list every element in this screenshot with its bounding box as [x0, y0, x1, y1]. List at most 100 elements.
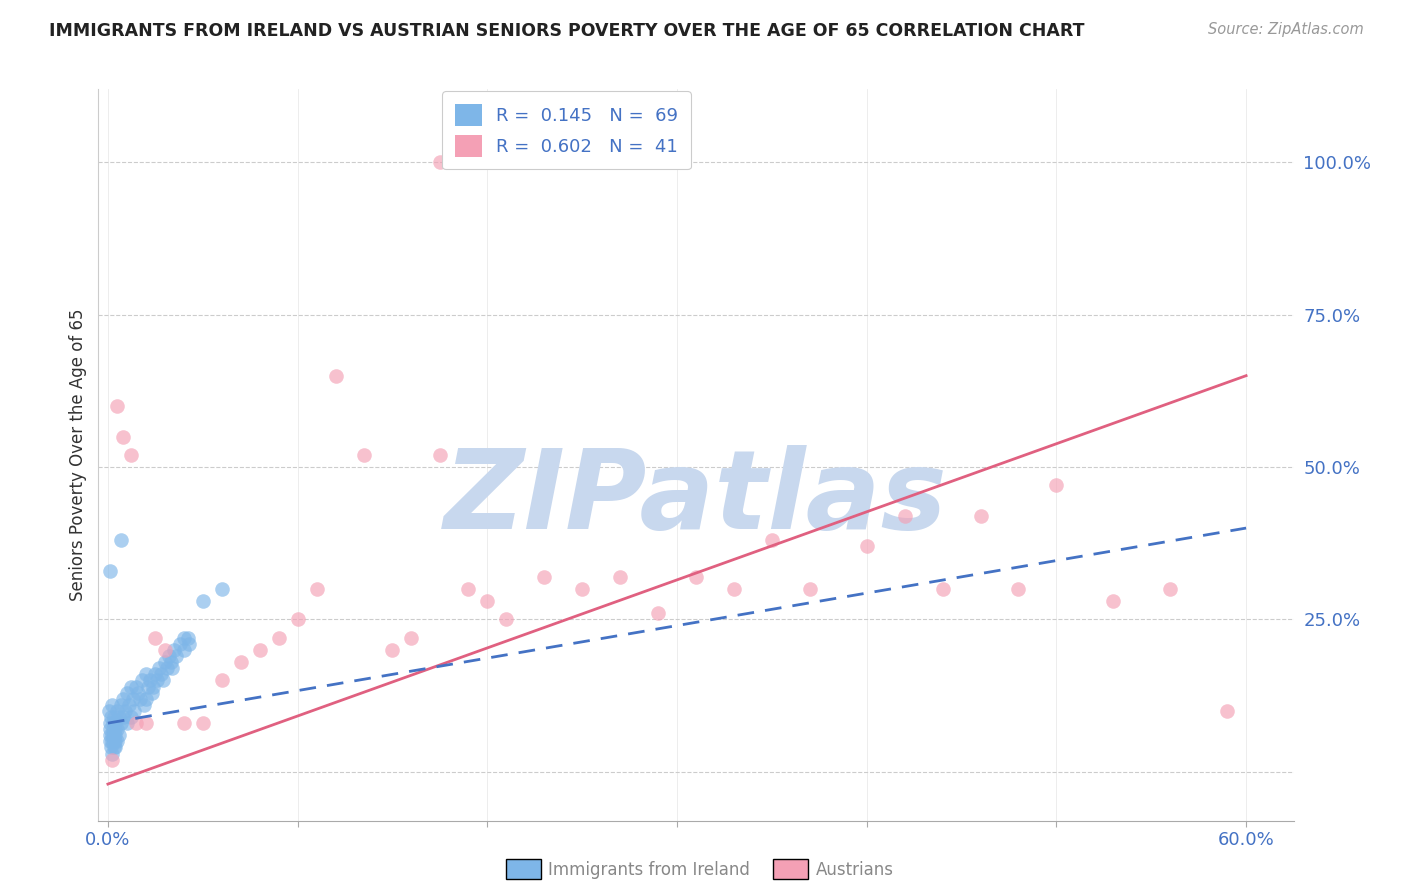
Point: [173, 716, 195, 731]
Point: [104, 716, 127, 731]
Point: [249, 643, 271, 657]
Point: [97, 704, 120, 718]
Point: [103, 723, 125, 737]
Point: [105, 734, 128, 748]
Point: [191, 716, 214, 731]
Point: [146, 673, 169, 688]
Point: [162, 661, 184, 675]
Point: [799, 582, 821, 596]
Point: [138, 673, 160, 688]
Point: [761, 533, 783, 548]
Point: [100, 698, 122, 712]
Point: [98, 723, 121, 737]
Point: [381, 643, 404, 657]
Point: [136, 680, 159, 694]
Point: [1007, 582, 1029, 596]
Text: IMMIGRANTS FROM IRELAND VS AUSTRIAN SENIORS POVERTY OVER THE AGE OF 65 CORRELATI: IMMIGRANTS FROM IRELAND VS AUSTRIAN SENI…: [49, 22, 1084, 40]
Point: [353, 448, 375, 462]
Text: Austrians: Austrians: [815, 861, 893, 879]
Point: [211, 673, 233, 688]
Point: [157, 649, 180, 664]
Point: [98, 716, 121, 731]
Point: [143, 667, 166, 681]
Point: [103, 734, 125, 748]
Point: [108, 710, 131, 724]
Point: [100, 740, 122, 755]
Point: [100, 747, 122, 761]
Point: [457, 582, 479, 596]
Point: [135, 691, 157, 706]
Point: [121, 691, 143, 706]
Point: [401, 631, 423, 645]
Point: [571, 582, 593, 596]
Point: [110, 698, 132, 712]
Point: [98, 728, 121, 742]
Point: [110, 716, 132, 731]
Point: [179, 637, 201, 651]
Point: [723, 582, 745, 596]
Point: [108, 728, 131, 742]
Point: [163, 643, 186, 657]
Point: [1045, 478, 1067, 492]
Point: [429, 155, 451, 169]
Point: [103, 740, 125, 755]
Point: [112, 710, 135, 724]
Point: [169, 637, 191, 651]
Point: [129, 691, 152, 706]
Point: [325, 368, 347, 383]
Point: [120, 710, 142, 724]
Point: [100, 753, 122, 767]
Text: Source: ZipAtlas.com: Source: ZipAtlas.com: [1208, 22, 1364, 37]
Point: [114, 704, 136, 718]
Point: [429, 448, 451, 462]
Point: [156, 661, 179, 675]
Point: [105, 723, 128, 737]
Point: [104, 728, 127, 742]
Point: [931, 582, 953, 596]
Point: [142, 680, 165, 694]
Point: [173, 631, 195, 645]
Point: [120, 448, 142, 462]
Point: [112, 430, 135, 444]
Point: [115, 686, 138, 700]
Point: [135, 716, 157, 731]
Point: [141, 686, 163, 700]
Point: [153, 643, 176, 657]
Point: [533, 570, 555, 584]
Point: [477, 594, 499, 608]
Point: [609, 570, 631, 584]
Point: [105, 399, 128, 413]
Point: [1159, 582, 1181, 596]
Point: [101, 716, 124, 731]
Point: [103, 734, 125, 748]
Point: [105, 704, 128, 718]
Point: [100, 728, 122, 742]
Point: [211, 582, 233, 596]
Point: [100, 734, 122, 748]
Legend: R =  0.145   N =  69, R =  0.602   N =  41: R = 0.145 N = 69, R = 0.602 N = 41: [441, 91, 690, 169]
Point: [287, 613, 309, 627]
Point: [103, 710, 125, 724]
Point: [685, 570, 707, 584]
Point: [115, 716, 138, 731]
Point: [152, 673, 174, 688]
Point: [647, 607, 669, 621]
Point: [125, 716, 148, 731]
Point: [103, 728, 125, 742]
Text: Immigrants from Ireland: Immigrants from Ireland: [548, 861, 751, 879]
Point: [118, 698, 141, 712]
Point: [110, 533, 132, 548]
Point: [131, 673, 153, 688]
Point: [1216, 704, 1239, 718]
Point: [855, 539, 877, 553]
Point: [127, 686, 149, 700]
Point: [305, 582, 328, 596]
Point: [143, 631, 166, 645]
Y-axis label: Seniors Poverty Over the Age of 65: Seniors Poverty Over the Age of 65: [69, 309, 87, 601]
Point: [267, 631, 290, 645]
Point: [1102, 594, 1125, 608]
Point: [159, 655, 181, 669]
Point: [173, 643, 195, 657]
Point: [229, 655, 252, 669]
Point: [495, 613, 517, 627]
